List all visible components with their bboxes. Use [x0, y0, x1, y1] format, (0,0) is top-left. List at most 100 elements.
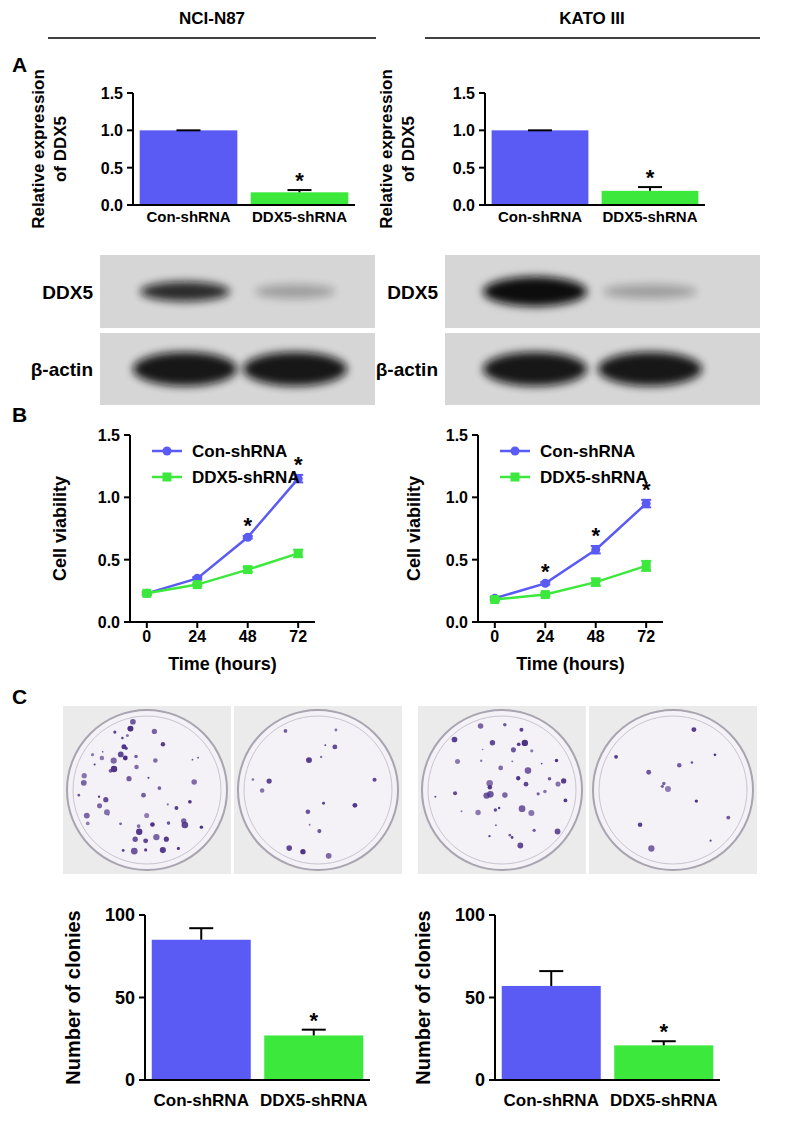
colony	[324, 744, 326, 746]
bar	[602, 191, 699, 205]
colony	[98, 796, 100, 798]
colony	[494, 808, 497, 811]
y-tick-label: 1.5	[453, 85, 475, 102]
x-axis-label: Time (hours)	[516, 654, 625, 674]
column-title: KATO III	[559, 9, 625, 28]
significance: *	[541, 559, 550, 584]
blot-label: DDX5	[42, 282, 93, 303]
colony-plate	[418, 706, 586, 874]
colony	[306, 809, 311, 814]
y-tick	[127, 167, 133, 169]
colony	[104, 809, 110, 815]
colony-plate	[63, 706, 231, 874]
colony	[150, 822, 155, 827]
colony	[533, 829, 536, 832]
blot-background	[445, 333, 760, 405]
colony	[192, 759, 194, 761]
colony	[326, 853, 332, 859]
plate-rim	[593, 710, 753, 870]
error-bar	[189, 928, 213, 940]
y-tick-label: 0.0	[453, 197, 475, 214]
colony	[517, 843, 523, 849]
marker	[243, 565, 252, 574]
error-bar	[528, 130, 552, 131]
bar	[140, 130, 238, 205]
legend: Con-shRNADDX5-shRNA	[152, 442, 300, 487]
colony	[134, 755, 138, 759]
colony	[137, 824, 141, 828]
error-stem	[200, 928, 202, 940]
y-tick-label: 100	[455, 905, 485, 925]
colony	[123, 756, 128, 761]
marker	[193, 580, 202, 589]
bar-chart: Con-shRNA*DDX5-shRNA050100Number of clon…	[412, 905, 720, 1110]
colony	[111, 766, 117, 772]
y-tick	[127, 92, 133, 94]
legend-label: Con-shRNA	[192, 442, 287, 461]
y-tick-label: 1.5	[446, 427, 468, 444]
colony	[309, 824, 311, 826]
marker	[142, 589, 151, 598]
legend: Con-shRNADDX5-shRNA	[500, 442, 648, 487]
colony	[82, 773, 87, 778]
colony	[130, 719, 136, 725]
y-tick-label: 100	[105, 905, 135, 925]
y-tick-label: 0.5	[101, 160, 123, 177]
y-tick	[124, 496, 130, 498]
y-axis-label: Number of clonies	[62, 910, 84, 1084]
plot-area	[152, 928, 364, 1080]
y-tick-label: 0.0	[446, 614, 468, 631]
colony	[284, 729, 288, 733]
colony	[164, 837, 169, 842]
colony	[543, 790, 547, 794]
colony	[100, 756, 105, 761]
plate-rim	[238, 710, 398, 870]
colony	[144, 848, 147, 851]
colony	[267, 778, 272, 783]
colony	[153, 834, 159, 840]
error-cap	[539, 970, 563, 972]
y-tick-label: 50	[115, 988, 135, 1008]
y-axis	[477, 435, 479, 622]
colony	[516, 776, 520, 780]
colony	[200, 825, 203, 828]
y-tick	[139, 997, 145, 999]
colony	[488, 835, 490, 837]
line-chart: ***0244872Time (hours)0.00.51.01.5Cell v…	[404, 427, 663, 674]
y-tick	[124, 434, 130, 436]
colony	[191, 779, 197, 785]
plate-inner-rim	[73, 716, 221, 864]
panel-label: C	[12, 685, 27, 708]
y-tick	[479, 204, 485, 206]
x-axis	[145, 1079, 370, 1081]
y-tick	[479, 129, 485, 131]
legend-marker	[511, 473, 520, 482]
series-line	[147, 479, 298, 594]
colony	[519, 728, 523, 732]
series-line	[495, 566, 646, 600]
legend-label: DDX5-shRNA	[540, 468, 648, 487]
category-label: Con-shRNA	[146, 208, 230, 225]
blot-label: DDX5	[387, 282, 438, 303]
colony	[511, 836, 514, 839]
plate-rim	[422, 710, 582, 870]
y-tick	[489, 997, 495, 999]
colony	[133, 837, 138, 842]
colony	[509, 834, 512, 837]
category-label: DDX5-shRNA	[260, 1091, 368, 1110]
y-axis-label: Cell viability	[404, 476, 424, 581]
error-stem	[550, 971, 552, 986]
colony	[126, 776, 131, 781]
y-tick	[489, 1079, 495, 1081]
plot-area	[490, 499, 651, 604]
colony	[478, 723, 484, 729]
legend-marker	[163, 473, 172, 482]
colony	[97, 803, 102, 808]
colony	[167, 821, 171, 825]
series-line	[147, 553, 298, 593]
colony	[306, 757, 312, 763]
y-tick-label: 0	[475, 1070, 485, 1090]
error-bar	[539, 971, 563, 986]
x-tick-label: 48	[587, 628, 605, 645]
y-tick	[124, 559, 130, 561]
